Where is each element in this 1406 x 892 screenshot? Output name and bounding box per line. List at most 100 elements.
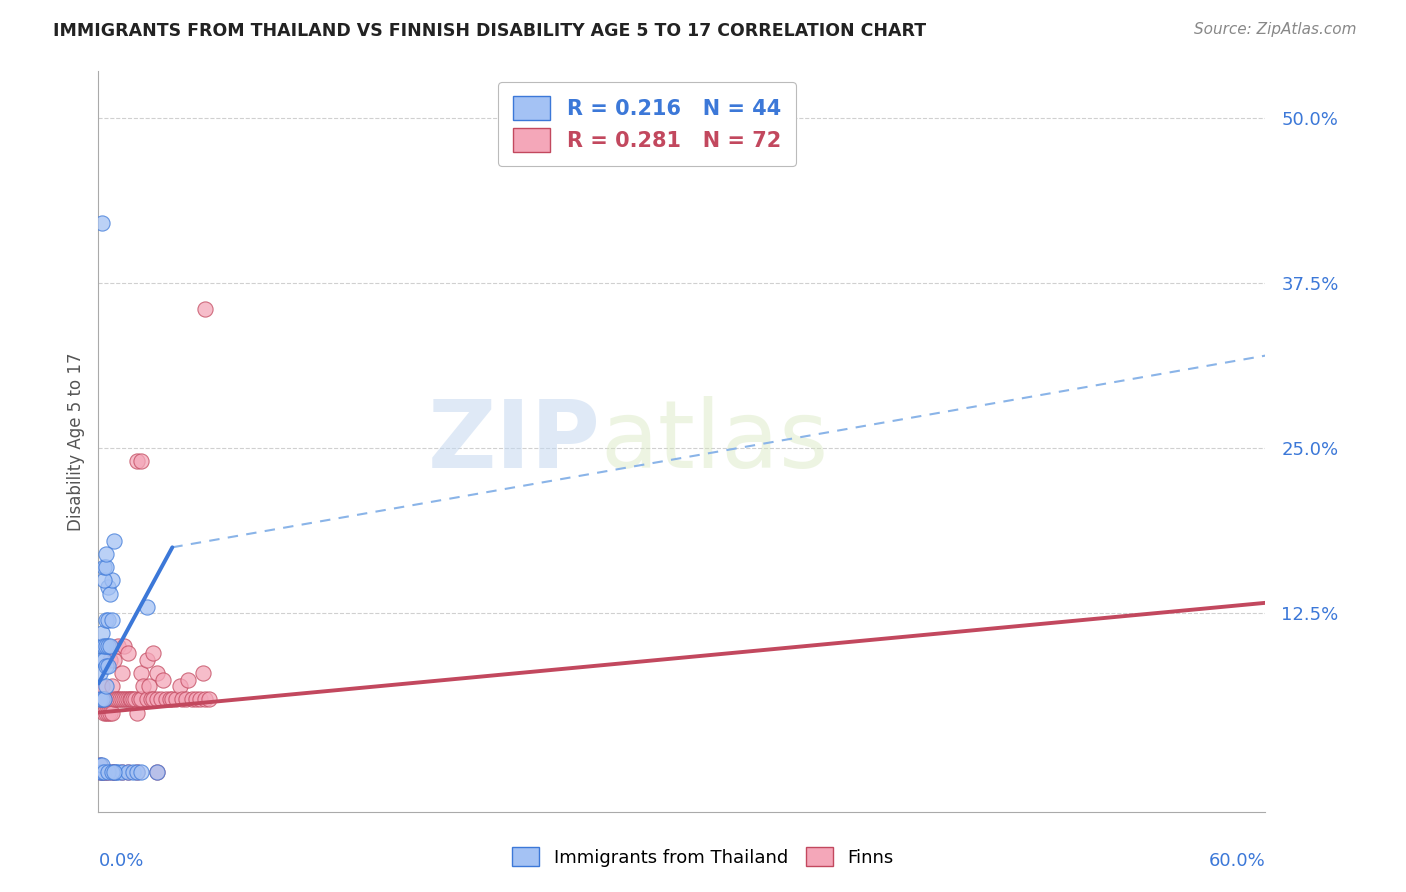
Point bbox=[103, 765, 125, 780]
Point bbox=[98, 706, 121, 720]
Point bbox=[97, 580, 120, 594]
Point bbox=[96, 560, 118, 574]
Point bbox=[111, 765, 134, 780]
Point bbox=[149, 692, 172, 706]
Point bbox=[136, 599, 159, 614]
Point bbox=[112, 640, 135, 654]
Point bbox=[111, 665, 134, 680]
Point bbox=[138, 679, 160, 693]
Point bbox=[97, 706, 120, 720]
Point bbox=[146, 665, 169, 680]
Legend: Immigrants from Thailand, Finns: Immigrants from Thailand, Finns bbox=[505, 840, 901, 874]
Point bbox=[107, 692, 129, 706]
Point bbox=[184, 692, 207, 706]
Point bbox=[89, 758, 111, 772]
Text: IMMIGRANTS FROM THAILAND VS FINNISH DISABILITY AGE 5 TO 17 CORRELATION CHART: IMMIGRANTS FROM THAILAND VS FINNISH DISA… bbox=[53, 22, 927, 40]
Point bbox=[129, 765, 152, 780]
Point bbox=[170, 692, 193, 706]
Point bbox=[103, 533, 125, 548]
Point bbox=[91, 758, 114, 772]
Point bbox=[96, 659, 118, 673]
Point bbox=[142, 646, 165, 660]
Point bbox=[97, 613, 120, 627]
Point bbox=[96, 679, 118, 693]
Point bbox=[89, 692, 111, 706]
Point bbox=[104, 692, 127, 706]
Point bbox=[121, 692, 143, 706]
Point bbox=[96, 706, 118, 720]
Point bbox=[97, 765, 120, 780]
Point bbox=[152, 673, 174, 687]
Point bbox=[128, 692, 150, 706]
Point bbox=[101, 574, 124, 588]
Point bbox=[101, 613, 124, 627]
Point bbox=[111, 692, 134, 706]
Point bbox=[103, 692, 125, 706]
Point bbox=[93, 692, 115, 706]
Point bbox=[165, 692, 187, 706]
Point bbox=[118, 692, 141, 706]
Point bbox=[111, 765, 134, 780]
Point bbox=[114, 692, 136, 706]
Point bbox=[98, 640, 121, 654]
Point bbox=[96, 765, 118, 780]
Point bbox=[162, 692, 184, 706]
Point bbox=[91, 679, 114, 693]
Point bbox=[103, 653, 125, 667]
Point bbox=[89, 665, 111, 680]
Point bbox=[194, 692, 217, 706]
Point bbox=[127, 706, 149, 720]
Point bbox=[101, 765, 124, 780]
Point bbox=[129, 454, 152, 468]
Point bbox=[136, 692, 159, 706]
Point bbox=[107, 640, 129, 654]
Point bbox=[96, 613, 118, 627]
Point bbox=[101, 679, 124, 693]
Point bbox=[193, 665, 215, 680]
Point bbox=[91, 653, 114, 667]
Point bbox=[117, 765, 139, 780]
Text: 0.0%: 0.0% bbox=[98, 853, 143, 871]
Point bbox=[139, 692, 162, 706]
Point bbox=[129, 692, 152, 706]
Point bbox=[117, 765, 139, 780]
Point bbox=[122, 765, 145, 780]
Point bbox=[97, 640, 120, 654]
Point bbox=[91, 216, 114, 230]
Point bbox=[146, 765, 169, 780]
Point bbox=[174, 692, 197, 706]
Point bbox=[93, 640, 115, 654]
Point bbox=[97, 765, 120, 780]
Point bbox=[101, 706, 124, 720]
Point bbox=[97, 659, 120, 673]
Point bbox=[91, 626, 114, 640]
Point bbox=[96, 640, 118, 654]
Point bbox=[124, 692, 146, 706]
Text: atlas: atlas bbox=[600, 395, 828, 488]
Point bbox=[93, 692, 115, 706]
Point bbox=[127, 454, 149, 468]
Point bbox=[93, 765, 115, 780]
Point bbox=[155, 692, 177, 706]
Point bbox=[146, 765, 169, 780]
Point bbox=[188, 692, 211, 706]
Point bbox=[98, 586, 121, 600]
Point bbox=[194, 302, 217, 317]
Point bbox=[180, 692, 202, 706]
Point bbox=[89, 765, 111, 780]
Point bbox=[91, 692, 114, 706]
Point bbox=[117, 692, 139, 706]
Point bbox=[91, 765, 114, 780]
Point bbox=[98, 653, 121, 667]
Point bbox=[93, 574, 115, 588]
Point bbox=[91, 765, 114, 780]
Legend: R = 0.216   N = 44, R = 0.281   N = 72: R = 0.216 N = 44, R = 0.281 N = 72 bbox=[498, 82, 796, 167]
Point bbox=[93, 560, 115, 574]
Point bbox=[104, 765, 127, 780]
Point bbox=[127, 765, 149, 780]
Point bbox=[112, 692, 135, 706]
Point bbox=[132, 679, 155, 693]
Point bbox=[89, 765, 111, 780]
Point bbox=[101, 765, 124, 780]
Point bbox=[91, 692, 114, 706]
